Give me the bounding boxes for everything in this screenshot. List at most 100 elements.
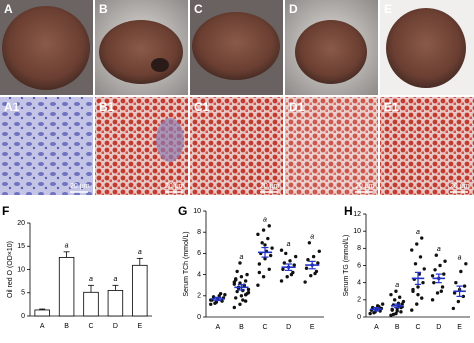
data-point [464,262,468,266]
data-point [223,293,227,297]
data-point [292,263,296,267]
x-tick-label: B [64,323,69,330]
data-point [261,275,266,279]
panel-label: H [344,204,353,218]
significance-label: a [416,229,420,236]
x-tick-label: C [415,324,420,331]
y-tick-label: 4 [197,271,201,278]
y-tick-label: 5 [21,290,25,297]
data-point [443,259,447,263]
panel-label: B1 [99,100,115,114]
data-point [400,302,404,306]
data-point [368,311,372,316]
data-point [380,302,385,306]
y-axis-label: Oil red O (OD×10) [7,241,14,298]
histology-row [0,97,474,195]
data-point [370,305,375,310]
data-point [235,269,239,274]
data-point [416,285,420,289]
scale-bar-label: 20 μm [355,183,375,190]
data-point [393,298,397,302]
y-tick-label: 12 [353,211,361,218]
data-point [420,296,424,300]
data-point [246,290,251,295]
data-point [438,263,442,268]
significance-label: a [113,276,117,283]
data-point [303,280,307,284]
x-tick-label: C [88,323,93,330]
y-axis-label: Serum TCh (mmol/L) [183,231,190,296]
data-point [440,285,445,289]
data-point [284,251,288,256]
y-tick-label: 0 [357,314,361,321]
data-point [413,262,418,266]
bar [132,264,148,317]
data-point [267,267,271,271]
data-point [239,294,244,298]
data-point [263,257,267,261]
significance-label: a [287,241,291,248]
data-point [311,254,316,259]
scale-bar-label: 20 μm [450,183,470,190]
data-point [411,287,415,292]
data-point [452,291,457,295]
panel-label: F [2,204,9,218]
data-point [288,259,292,263]
panel-label: G [178,204,187,218]
data-point [239,275,244,279]
data-point [389,292,393,297]
data-point [241,298,245,302]
data-point [209,302,213,306]
panel-label: D1 [289,100,305,114]
data-point [399,305,403,310]
data-point [462,284,467,288]
y-tick-label: 0 [21,313,25,320]
data-point [266,236,270,241]
data-point [435,291,440,295]
data-point [378,309,382,313]
data-point [257,270,262,275]
significance-label: a [138,249,142,256]
data-point [454,280,458,285]
data-point [238,281,242,285]
data-point [433,268,437,272]
data-point [394,289,398,293]
y-axis-label: Serum TG (mmol/L) [343,235,350,297]
y-tick-label: 0 [197,314,201,321]
data-point [243,299,248,303]
data-point [316,261,320,265]
data-point [415,302,419,306]
significance-label: a [65,243,69,250]
panel-label: B [99,2,108,16]
y-tick-label: 8 [357,245,361,252]
x-tick-label: D [286,324,291,331]
data-point [397,295,402,299]
data-point [317,249,321,253]
data-point [442,272,446,276]
y-tick-label: 8 [197,229,201,236]
y-tick-label: 10 [193,208,201,215]
data-point [293,254,298,259]
bar [107,290,124,317]
data-point [456,299,461,304]
scale-bar-label: 20 μm [70,183,90,190]
data-point [279,248,284,252]
data-point [461,294,466,299]
data-point [238,261,242,265]
data-point [243,279,248,283]
y-tick-label: 10 [353,228,361,235]
bar [34,309,50,317]
panel-label: D [289,2,298,16]
data-point [234,296,238,300]
data-point [401,299,406,304]
data-point [422,267,426,271]
data-point [421,280,425,285]
y-tick-label: 6 [357,262,361,269]
data-point [285,275,289,279]
y-tick-label: 15 [17,243,25,250]
data-point [410,308,414,312]
panel-label: A [4,2,13,16]
data-point [307,241,312,245]
y-tick-label: 10 [17,266,25,273]
